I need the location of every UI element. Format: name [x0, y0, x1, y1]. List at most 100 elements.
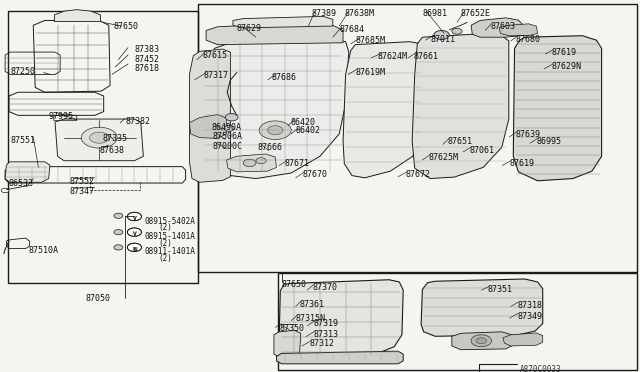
Text: 08915-1401A: 08915-1401A	[145, 232, 195, 241]
Polygon shape	[513, 36, 602, 181]
Text: 87619: 87619	[509, 159, 534, 168]
Circle shape	[127, 243, 141, 251]
Circle shape	[127, 212, 141, 221]
Circle shape	[268, 126, 283, 135]
Text: 87629N: 87629N	[552, 62, 582, 71]
Text: 87551: 87551	[10, 136, 35, 145]
Text: 87619: 87619	[552, 48, 577, 57]
Text: N: N	[132, 247, 136, 252]
Text: 87603: 87603	[490, 22, 515, 31]
Text: 87650: 87650	[114, 22, 139, 31]
Polygon shape	[189, 115, 227, 138]
Text: 87684: 87684	[339, 25, 364, 34]
Polygon shape	[233, 16, 333, 28]
Text: 87312: 87312	[310, 339, 335, 348]
Text: 87250: 87250	[10, 67, 35, 76]
Polygon shape	[276, 351, 403, 364]
Text: 87671: 87671	[284, 159, 309, 168]
Text: N: N	[133, 247, 137, 252]
Text: 87639: 87639	[516, 130, 541, 139]
Text: 87672: 87672	[406, 170, 431, 179]
Text: 87650: 87650	[282, 280, 307, 289]
Circle shape	[114, 245, 123, 250]
Polygon shape	[274, 330, 301, 357]
Bar	[8, 11, 198, 283]
Text: 87383: 87383	[134, 45, 159, 54]
Text: V: V	[132, 232, 136, 237]
Text: 87625M: 87625M	[429, 153, 459, 162]
Circle shape	[259, 121, 291, 140]
Circle shape	[81, 127, 117, 148]
Text: V: V	[132, 216, 136, 221]
Text: 87061: 87061	[470, 146, 495, 155]
Polygon shape	[55, 119, 143, 161]
Text: 87317: 87317	[204, 71, 228, 80]
Circle shape	[471, 335, 492, 347]
Circle shape	[256, 158, 266, 164]
Polygon shape	[343, 42, 426, 178]
Text: A870C0033: A870C0033	[520, 365, 561, 372]
Circle shape	[243, 159, 256, 167]
Text: 87652E: 87652E	[461, 9, 491, 18]
Text: 87651: 87651	[448, 137, 473, 146]
Text: 08911-1401A: 08911-1401A	[145, 247, 195, 256]
Text: 87619M: 87619M	[356, 68, 386, 77]
Text: (2): (2)	[159, 223, 173, 232]
Text: (2): (2)	[159, 239, 173, 248]
Polygon shape	[421, 279, 543, 336]
Text: 86981: 86981	[422, 9, 447, 18]
Bar	[198, 4, 637, 272]
Text: 87624M: 87624M	[378, 52, 408, 61]
Text: 87350: 87350	[280, 324, 305, 333]
Text: 87318: 87318	[517, 301, 542, 310]
Text: 87382: 87382	[125, 117, 150, 126]
Circle shape	[114, 230, 123, 235]
Circle shape	[127, 212, 141, 221]
Text: 08915-5402A: 08915-5402A	[145, 217, 195, 225]
Text: 87315N: 87315N	[296, 314, 326, 323]
Text: 87670: 87670	[302, 170, 327, 179]
Polygon shape	[201, 39, 349, 179]
Text: 87638M: 87638M	[344, 9, 374, 18]
Polygon shape	[206, 23, 343, 45]
Text: 86533: 86533	[9, 179, 34, 187]
Text: 87361: 87361	[300, 300, 324, 309]
Circle shape	[90, 132, 109, 143]
Text: 87666: 87666	[257, 143, 282, 152]
Text: 87335: 87335	[102, 134, 127, 143]
Text: 87661: 87661	[413, 52, 438, 61]
Text: 87349: 87349	[517, 312, 542, 321]
Circle shape	[1, 188, 9, 193]
Text: 86420: 86420	[291, 118, 316, 126]
Text: V: V	[133, 231, 137, 237]
Circle shape	[434, 31, 449, 39]
Bar	[278, 273, 637, 370]
Text: 87615: 87615	[202, 51, 227, 60]
Text: V: V	[133, 216, 137, 221]
Text: (2): (2)	[159, 254, 173, 263]
Text: 87686: 87686	[271, 73, 296, 82]
Text: 87618: 87618	[134, 64, 159, 73]
Text: 87370: 87370	[312, 283, 337, 292]
Text: 87050: 87050	[86, 294, 111, 303]
Text: 87000C: 87000C	[212, 142, 243, 151]
Circle shape	[225, 113, 238, 121]
Text: 87629: 87629	[237, 24, 262, 33]
Text: 87685M: 87685M	[356, 36, 386, 45]
Text: 86490A: 86490A	[211, 123, 241, 132]
Polygon shape	[412, 33, 509, 179]
Circle shape	[127, 228, 141, 236]
Polygon shape	[452, 332, 513, 350]
Text: 87552: 87552	[69, 177, 94, 186]
Text: 87389: 87389	[311, 9, 336, 18]
Text: 87452: 87452	[134, 55, 159, 64]
Text: 87510A: 87510A	[28, 246, 58, 254]
Text: 86402: 86402	[296, 126, 321, 135]
Text: 87347: 87347	[69, 187, 94, 196]
Text: 87680: 87680	[516, 35, 541, 44]
Circle shape	[114, 213, 123, 218]
Text: 97995: 97995	[49, 112, 74, 121]
Text: 87319: 87319	[314, 319, 339, 328]
Polygon shape	[227, 154, 276, 172]
Polygon shape	[189, 49, 230, 182]
